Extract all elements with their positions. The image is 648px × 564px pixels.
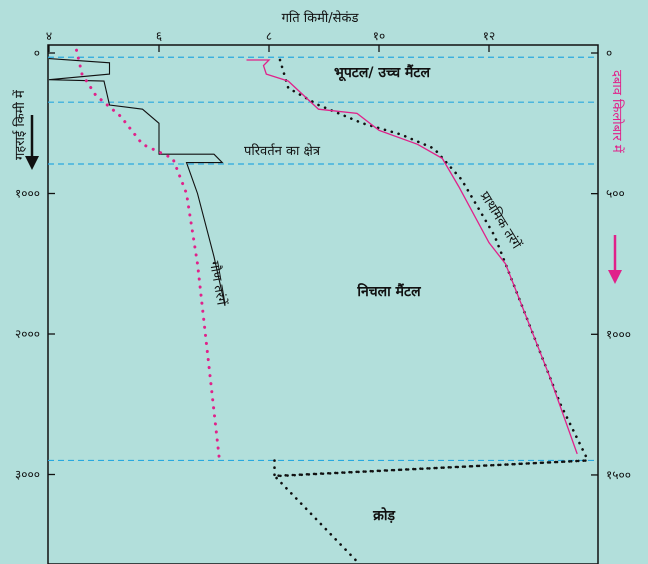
top-axis-ticks: ४ ६ ८ १० १२ — [46, 29, 495, 52]
dotted-line-1 — [271, 459, 589, 564]
series-label-p-waves: प्राथमिक तरंगें — [477, 189, 525, 253]
right-tick-label-2: १००० — [606, 327, 631, 341]
top-axis-title: गति किमी/सेकंड — [282, 10, 360, 26]
top-tick-label-1: ६ — [156, 29, 162, 43]
plot-frame — [47, 44, 599, 564]
top-tick-label-3: १० — [373, 29, 385, 43]
right-tick-label-3: १५०० — [606, 468, 631, 482]
region-label-core: क्रोड़ — [372, 507, 395, 524]
depth-arrow-icon — [25, 115, 39, 170]
pressure-arrow-icon — [608, 235, 622, 284]
top-tick-label-2: ८ — [266, 29, 272, 43]
region-label-crust-upper-mantle: भूपटल/ उच्च मैंटल — [334, 64, 430, 82]
left-tick-label-1: १००० — [15, 187, 40, 201]
right-tick-label-0: ० — [606, 46, 612, 60]
top-tick-label-0: ४ — [46, 29, 52, 43]
right-axis-title: दबाव किलोबार में — [609, 70, 625, 153]
dotted-line-0 — [278, 58, 590, 462]
series-label-s-waves: गौण तरंगें — [206, 260, 230, 307]
left-tick-label-2: २००० — [15, 327, 40, 341]
left-axis-ticks: ० १००० २००० ३००० — [15, 46, 55, 482]
model-line-0 — [48, 58, 226, 307]
region-label-transition-zone: परिवर्तन का क्षेत्र — [244, 143, 321, 159]
series-line-p-waves — [246, 59, 578, 455]
right-tick-label-1: ५०० — [606, 187, 625, 201]
series-layer — [48, 48, 590, 564]
left-axis-title: गहराई किमी में — [12, 90, 28, 160]
series-line-s-waves — [75, 48, 221, 462]
region-label-lower-mantle: निचला मैंटल — [356, 283, 421, 300]
right-axis-ticks: ० ५०० १००० १५०० — [591, 46, 631, 482]
left-tick-label-3: ३००० — [15, 468, 40, 482]
top-tick-label-4: १२ — [483, 29, 495, 43]
left-tick-label-0: ० — [34, 46, 40, 60]
layer-boundaries — [48, 56, 598, 462]
